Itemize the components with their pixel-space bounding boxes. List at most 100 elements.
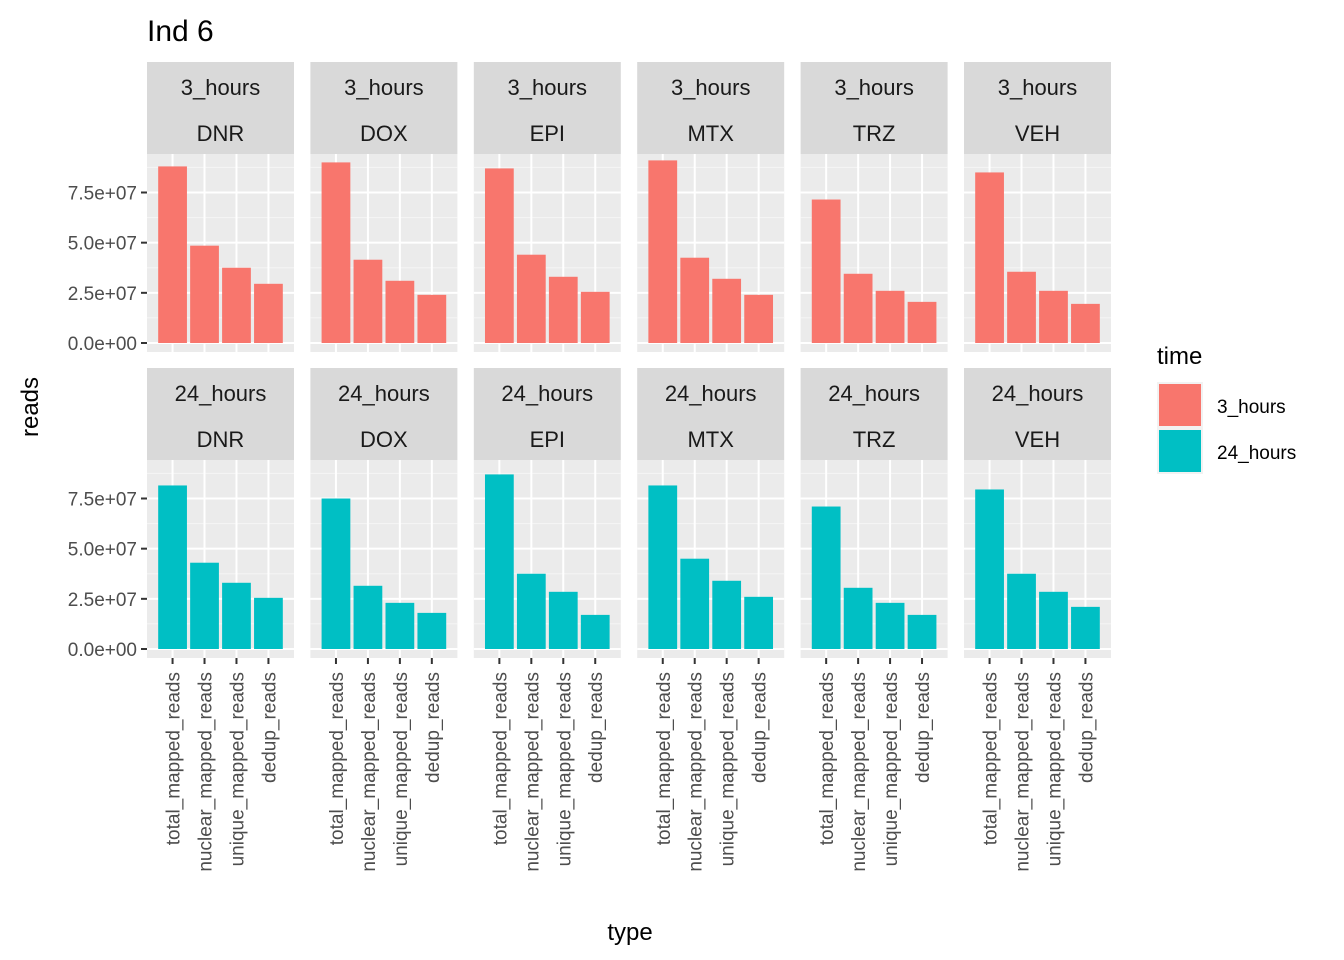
bar-3_hours-dox-total-mapped-reads [321,162,351,343]
strip-drug-label-24_hours-trz: TRZ [853,427,896,452]
strip-drug-label-24_hours-epi: EPI [530,427,565,452]
bar-3_hours-dnr-dedup-reads [254,283,283,343]
bar-3_hours-epi-dedup-reads [580,291,610,343]
legend-swatch-24-hours [1159,430,1201,472]
x-tick-label-dox-dedup-reads: dedup_reads [423,672,444,783]
facet-strip-3_hours-veh [964,62,1111,154]
bar-3_hours-dnr-nuclear-mapped-reads [190,245,219,343]
x-tick-label-veh-unique-mapped-reads: unique_mapped_reads [1044,672,1065,866]
facet-strip-3_hours-mtx [637,62,785,154]
strip-drug-label-3_hours-veh: VEH [1015,121,1060,146]
strip-time-label-24_hours-dnr: 24_hours [175,381,267,406]
facet-panels: 3_hours DNR 0.0e+00 2.5e+07 5.0e+07 7.5e+07 3_… [68,62,1111,872]
x-axis-label: type [607,919,652,946]
bar-3_hours-veh-nuclear-mapped-reads [1007,271,1036,343]
bar-3_hours-trz-nuclear-mapped-reads [843,273,873,343]
x-tick-label-dnr-total-mapped-reads: total_mapped_reads [164,672,185,845]
legend-label-3-hours: 3_hours [1217,397,1286,418]
bar-3_hours-veh-total-mapped-reads [975,172,1004,343]
x-tick-label-epi-unique-mapped-reads: unique_mapped_reads [554,672,575,866]
bar-3_hours-mtx-dedup-reads [744,294,774,343]
bar-3_hours-epi-unique-mapped-reads [548,276,578,343]
x-tick-label-mtx-nuclear-mapped-reads: nuclear_mapped_reads [686,672,707,872]
bar-3_hours-mtx-unique-mapped-reads [712,278,742,343]
x-tick-label-epi-dedup-reads: dedup_reads [586,672,607,783]
x-tick-label-trz-dedup-reads: dedup_reads [913,672,934,783]
chart-title: Ind 6 [147,15,214,48]
strip-time-label-24_hours-trz: 24_hours [828,381,920,406]
facet-strip-24_hours-dnr [147,368,294,460]
legend-title: time [1157,343,1202,370]
y-tick-label-row2: 2.5e+07 [68,590,137,611]
bar-24_hours-dnr-total-mapped-reads [158,485,187,649]
bar-3_hours-trz-unique-mapped-reads [875,290,905,343]
strip-drug-label-24_hours-mtx: MTX [687,427,734,452]
facet-strip-24_hours-epi [473,368,621,460]
bar-24_hours-mtx-dedup-reads [744,596,774,649]
facet-strip-24_hours-mtx [637,368,785,460]
strip-time-label-24_hours-epi: 24_hours [501,381,593,406]
bar-24_hours-dox-dedup-reads [417,612,447,649]
x-tick-label-trz-nuclear-mapped-reads: nuclear_mapped_reads [849,672,870,872]
legend-swatch-3-hours [1159,384,1201,426]
bar-24_hours-dox-unique-mapped-reads [385,602,415,649]
strip-time-label-24_hours-dox: 24_hours [338,381,430,406]
bar-24_hours-veh-dedup-reads [1071,606,1100,649]
strip-time-label-3_hours-mtx: 3_hours [671,75,751,100]
bar-3_hours-dox-dedup-reads [417,294,447,343]
bar-24_hours-dnr-unique-mapped-reads [222,582,251,649]
x-tick-label-trz-unique-mapped-reads: unique_mapped_reads [881,672,902,866]
y-tick-label-row1: 0.0e+00 [68,334,137,355]
bar-24_hours-veh-total-mapped-reads [975,489,1004,649]
facet-strip-3_hours-epi [473,62,621,154]
strip-time-label-24_hours-mtx: 24_hours [665,381,757,406]
x-tick-label-epi-total-mapped-reads: total_mapped_reads [490,672,511,845]
strip-time-label-3_hours-veh: 3_hours [998,75,1078,100]
bar-24_hours-trz-nuclear-mapped-reads [843,587,873,649]
bar-3_hours-dox-unique-mapped-reads [385,280,415,343]
legend-label-24-hours: 24_hours [1217,443,1296,464]
bar-3_hours-dox-nuclear-mapped-reads [353,259,383,343]
strip-time-label-3_hours-dnr: 3_hours [181,75,261,100]
strip-time-label-3_hours-dox: 3_hours [344,75,424,100]
bar-24_hours-trz-unique-mapped-reads [875,602,905,649]
x-tick-label-dnr-unique-mapped-reads: unique_mapped_reads [227,672,248,866]
bar-24_hours-epi-dedup-reads [580,614,610,649]
bar-3_hours-epi-total-mapped-reads [484,168,514,343]
bar-3_hours-veh-unique-mapped-reads [1039,290,1068,343]
strip-drug-label-3_hours-mtx: MTX [687,121,734,146]
strip-drug-label-3_hours-dnr: DNR [197,121,245,146]
bar-24_hours-dnr-dedup-reads [254,597,283,649]
x-tick-label-trz-total-mapped-reads: total_mapped_reads [817,672,838,845]
bar-24_hours-dnr-nuclear-mapped-reads [190,562,219,649]
y-axis-label: reads [17,377,44,437]
bar-24_hours-trz-total-mapped-reads [811,506,841,649]
facet-strip-24_hours-trz [800,368,948,460]
x-tick-label-veh-dedup-reads: dedup_reads [1076,672,1097,783]
x-tick-label-dox-nuclear-mapped-reads: nuclear_mapped_reads [359,672,380,872]
x-tick-label-dnr-nuclear-mapped-reads: nuclear_mapped_reads [196,672,217,872]
bar-3_hours-veh-dedup-reads [1071,303,1100,343]
x-tick-label-mtx-total-mapped-reads: total_mapped_reads [654,672,675,845]
bar-24_hours-dox-nuclear-mapped-reads [353,585,383,649]
y-tick-label-row1: 2.5e+07 [68,284,137,305]
bar-24_hours-veh-unique-mapped-reads [1039,591,1068,649]
legend: time 3_hours 24_hours [1157,343,1296,474]
bar-24_hours-mtx-total-mapped-reads [648,485,678,649]
y-tick-label-row2: 0.0e+00 [68,640,137,661]
facet-strip-3_hours-dnr [147,62,294,154]
x-tick-label-mtx-unique-mapped-reads: unique_mapped_reads [718,672,739,866]
bar-24_hours-epi-unique-mapped-reads [548,591,578,649]
x-tick-label-epi-nuclear-mapped-reads: nuclear_mapped_reads [522,672,543,872]
y-tick-label-row2: 5.0e+07 [68,540,137,561]
bar-24_hours-dox-total-mapped-reads [321,498,351,649]
bar-24_hours-veh-nuclear-mapped-reads [1007,573,1036,649]
strip-drug-label-3_hours-epi: EPI [530,121,565,146]
strip-drug-label-24_hours-dox: DOX [360,427,408,452]
x-tick-label-dnr-dedup-reads: dedup_reads [259,672,280,783]
y-tick-label-row2: 7.5e+07 [68,490,137,511]
bar-3_hours-mtx-nuclear-mapped-reads [680,257,710,343]
bar-3_hours-epi-nuclear-mapped-reads [516,254,546,343]
bar-3_hours-trz-dedup-reads [907,301,937,343]
bar-3_hours-dnr-total-mapped-reads [158,166,187,343]
